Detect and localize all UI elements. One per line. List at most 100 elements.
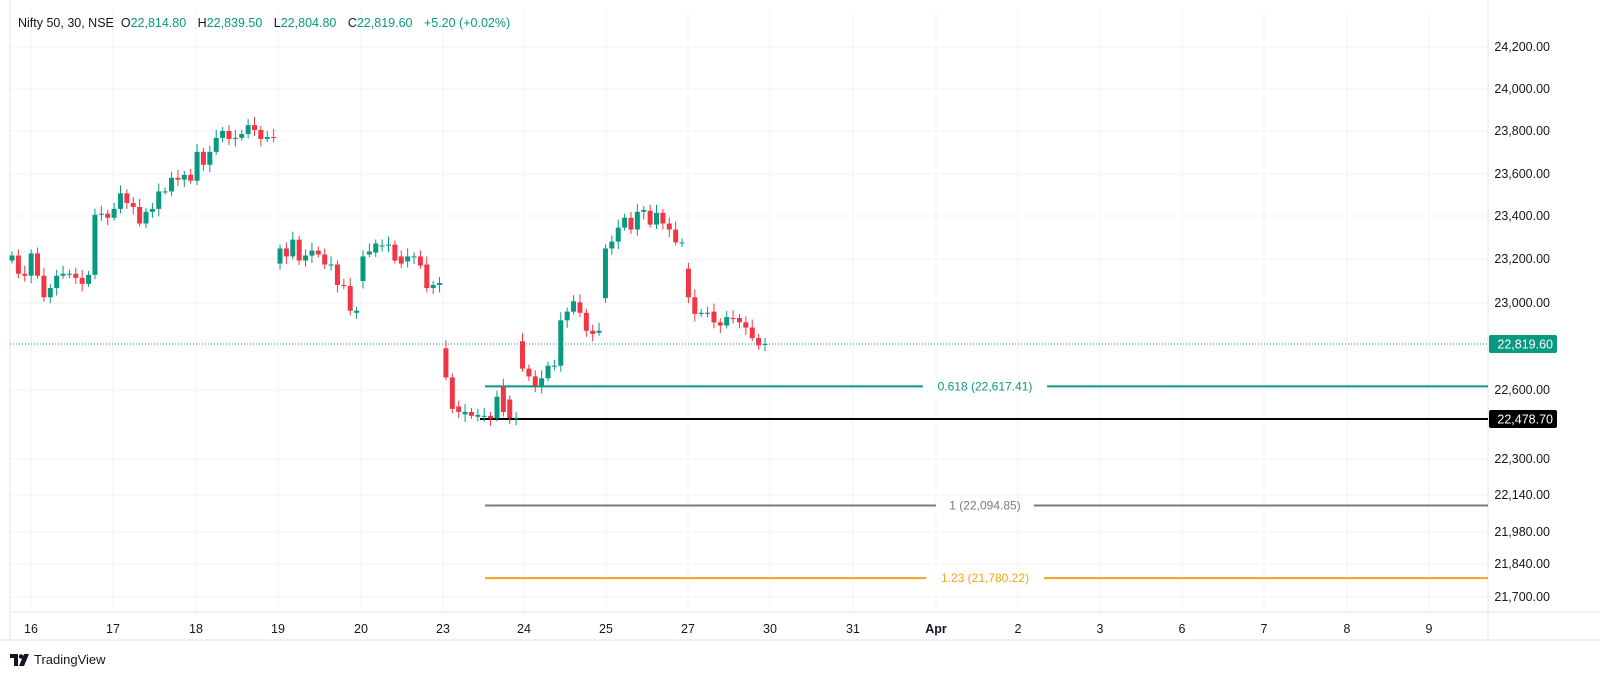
candle-body [66,273,72,275]
candle-body [354,310,360,313]
candle-body [660,212,666,224]
candle [602,244,608,303]
support-price-badge-bg [1489,410,1557,428]
candle-body [545,365,551,379]
candle [194,143,200,186]
close-value: 22,819.60 [356,16,413,30]
candle [558,312,564,372]
candle [468,407,474,419]
candle [615,219,621,250]
candle [28,249,34,284]
candle-body [411,256,417,258]
candle-body [526,368,532,377]
candle-body [437,282,443,285]
candle [749,319,755,341]
fib-label-bg [922,378,1048,395]
candle-body [360,256,366,281]
fib-label-bg [936,497,1034,514]
candle-body [602,248,608,299]
candle [117,185,123,214]
candle-body [730,318,736,320]
candle [207,145,213,173]
candle [488,411,494,426]
symbol-name[interactable]: Nifty 50, 30, NSE [18,16,114,30]
candle [654,204,660,230]
candle [341,278,347,290]
candle [22,265,28,282]
candle-body [232,137,238,139]
candle-body [296,239,302,261]
candle [564,307,570,328]
tradingview-logo[interactable]: TradingView [10,652,106,667]
candle [315,246,321,258]
candle-body [762,343,768,345]
candle-body [315,250,321,255]
close-label: C [347,16,357,30]
candle-body [417,256,423,266]
candle-body [105,213,111,218]
candle-body [373,243,379,253]
candle [66,269,72,279]
candle [251,117,257,136]
y-tick-label: 23,800.00 [1494,124,1550,138]
candle [328,256,334,271]
candle-body [577,302,583,313]
candle [456,400,462,418]
candle [494,390,500,422]
candle-body [622,217,628,228]
fib-label: 1.23 (21,780.22) [941,571,1029,585]
candle-body [181,174,187,180]
candle-body [328,264,334,266]
candle-body [303,255,309,261]
candle [200,147,206,171]
y-tick-label: 21,840.00 [1494,557,1550,571]
candle-body [22,273,28,276]
candle-body [341,284,347,287]
candle-body [488,415,494,419]
x-tick-label: 17 [106,622,120,636]
candle-body [743,322,749,328]
x-tick-label: 30 [763,622,777,636]
candle [539,370,545,394]
tradingview-logo-icon [10,653,29,666]
x-tick-label: 31 [846,622,860,636]
candle [232,129,238,147]
candle-body [513,417,519,419]
x-tick-label: 18 [189,622,203,636]
candle [73,267,79,284]
candle [628,211,634,235]
candle-body [207,151,213,165]
candle-body [520,341,526,369]
candle [264,131,270,142]
candle [188,168,194,184]
last-price-badge-text: 22,819.60 [1497,338,1553,352]
x-tick-label: 2 [1015,622,1022,636]
candle [417,250,423,269]
candle [392,240,398,264]
x-tick-label: 9 [1426,622,1433,636]
candle-body [590,330,596,334]
x-tick-label: 7 [1261,622,1268,636]
candle [111,202,117,221]
candle [79,269,85,292]
fib-level-1.23: 1.23 (21,780.22) [485,570,1488,587]
candle [634,203,640,236]
candle [373,239,379,258]
candle [322,248,328,269]
candle [577,294,583,318]
candle [149,202,155,218]
candle-body [468,411,474,416]
candle [239,130,245,141]
candle [685,262,691,304]
candle-body [685,268,691,298]
candle [596,322,602,336]
high-value: 22,839.50 [206,16,263,30]
candle [290,231,296,260]
candle [507,395,513,425]
candle [271,129,277,143]
candle [520,333,526,372]
x-tick-label: 8 [1344,622,1351,636]
x-tick-label: 27 [681,622,695,636]
candle [92,208,98,280]
